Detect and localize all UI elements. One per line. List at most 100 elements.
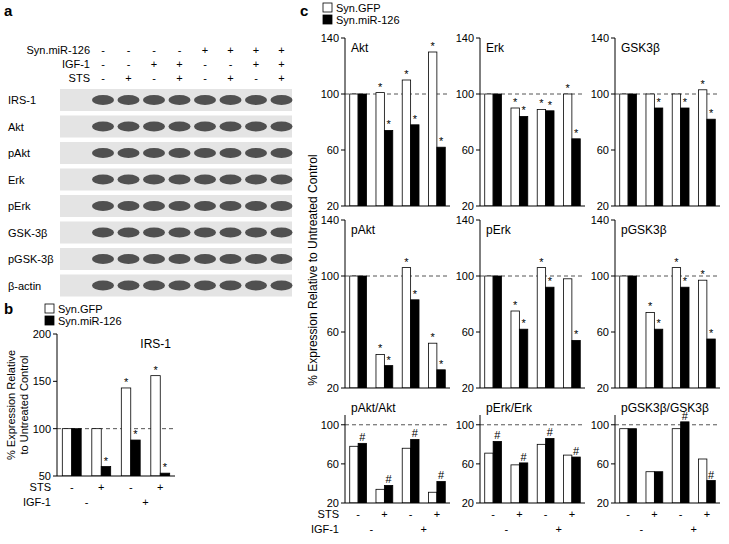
bar <box>384 485 392 503</box>
y-axis-line <box>345 415 346 503</box>
significance-mark: * <box>574 328 579 340</box>
blot-band <box>194 228 216 238</box>
y-tick-label: 20 <box>597 382 609 394</box>
significance-mark: * <box>513 299 518 311</box>
treatment-sign: + <box>151 58 157 70</box>
bars <box>620 268 716 388</box>
y-tick <box>476 220 480 221</box>
bar <box>428 52 436 206</box>
y-tick-label: 100 <box>321 270 339 282</box>
y-axis-line <box>480 415 481 503</box>
blot-strip <box>60 248 292 270</box>
y-tick-label: 100 <box>33 423 51 435</box>
blot-row-label: pErk <box>8 200 31 212</box>
y-axis-line <box>615 220 616 388</box>
x-row-sign: - <box>356 508 360 520</box>
bar <box>546 287 554 388</box>
blot-band <box>245 95 267 105</box>
y-axis-line <box>345 220 346 388</box>
blot-band <box>118 228 140 238</box>
bar <box>485 276 493 388</box>
reference-line <box>345 424 450 425</box>
bar <box>563 279 571 388</box>
y-tick-label: 60 <box>597 326 609 338</box>
significance-mark: * <box>378 342 383 354</box>
x-row-sign: + <box>142 496 148 508</box>
bar <box>437 370 445 388</box>
significance-mark: # <box>573 445 580 457</box>
chart: 2060100####pErk/Erk-+-+-+ <box>456 401 585 535</box>
bar <box>350 276 358 388</box>
y-tick <box>611 503 615 504</box>
x-axis-line <box>345 206 450 207</box>
y-tick-label: 20 <box>597 200 609 212</box>
chart: c% Expression Relative to Untreated Cont… <box>300 2 450 386</box>
blot-band <box>118 95 140 105</box>
y-tick-label: 20 <box>462 200 474 212</box>
bar <box>546 111 554 206</box>
blot-band <box>143 148 165 158</box>
blot-band <box>92 95 114 105</box>
x-row-sign: + <box>434 508 440 520</box>
significance-mark: * <box>566 82 571 94</box>
bar <box>493 94 501 206</box>
blot-band <box>143 254 165 264</box>
blot-row-label: GSK-3β <box>8 227 47 239</box>
y-tick <box>341 150 345 151</box>
y-tick-label: 20 <box>462 382 474 394</box>
treatment-sign: - <box>152 44 156 56</box>
y-axis-line <box>480 38 481 206</box>
x-row-sign: + <box>569 508 575 520</box>
y-label: % Expression Relative <box>5 350 17 460</box>
treatment-sign: - <box>229 58 233 70</box>
legend-label: Syn.GFP <box>336 2 381 14</box>
bar <box>519 116 527 206</box>
legend-swatch <box>323 3 332 12</box>
blot-band <box>143 95 165 105</box>
legend-swatch <box>45 316 54 325</box>
significance-mark: # <box>386 473 393 485</box>
y-tick-label: 20 <box>327 200 339 212</box>
bar <box>646 472 654 503</box>
bar <box>537 268 545 388</box>
bars <box>485 268 581 388</box>
blot-band <box>271 201 293 211</box>
x-axis-line <box>480 206 585 207</box>
chart-title: pGSK3β/GSK3β <box>621 401 709 415</box>
significance-mark: * <box>574 127 579 139</box>
y-tick-label: 60 <box>462 326 474 338</box>
bar <box>620 429 628 503</box>
significance-mark: * <box>709 107 714 119</box>
blot-band <box>220 228 242 238</box>
significance-mark: * <box>404 256 409 268</box>
y-tick-label: 60 <box>462 144 474 156</box>
blot-band <box>169 201 191 211</box>
y-tick-label: 140 <box>321 32 339 44</box>
treatment-sign: + <box>202 44 208 56</box>
bar <box>698 280 706 388</box>
bar <box>519 463 527 503</box>
bar <box>563 94 571 206</box>
blot-band <box>271 122 293 132</box>
y-tick <box>611 332 615 333</box>
bar <box>646 94 654 206</box>
bar <box>707 119 715 206</box>
bar <box>101 467 110 476</box>
y-tick-label: 150 <box>33 375 51 387</box>
treatment-sign: + <box>278 58 284 70</box>
y-tick <box>476 332 480 333</box>
chart-title: pGSK3β <box>621 223 667 237</box>
chart: 2060100140******pAkt <box>321 214 450 394</box>
chart: 2060100##pGSK3β/GSK3β-+-+-+ <box>591 401 720 535</box>
blot-band <box>245 201 267 211</box>
x-row-sign: - <box>85 496 89 508</box>
blot-band <box>169 254 191 264</box>
bar <box>402 80 410 206</box>
blot-row-label: Erk <box>8 174 25 186</box>
figure: aSyn.miR-126----++++IGF-1--++--++STS-+-+… <box>0 0 729 544</box>
y-tick-label: 60 <box>327 326 339 338</box>
significance-mark: * <box>539 256 544 268</box>
y-tick <box>341 388 345 389</box>
legend-swatch <box>45 304 54 313</box>
legend-label: Syn.GFP <box>58 303 103 315</box>
